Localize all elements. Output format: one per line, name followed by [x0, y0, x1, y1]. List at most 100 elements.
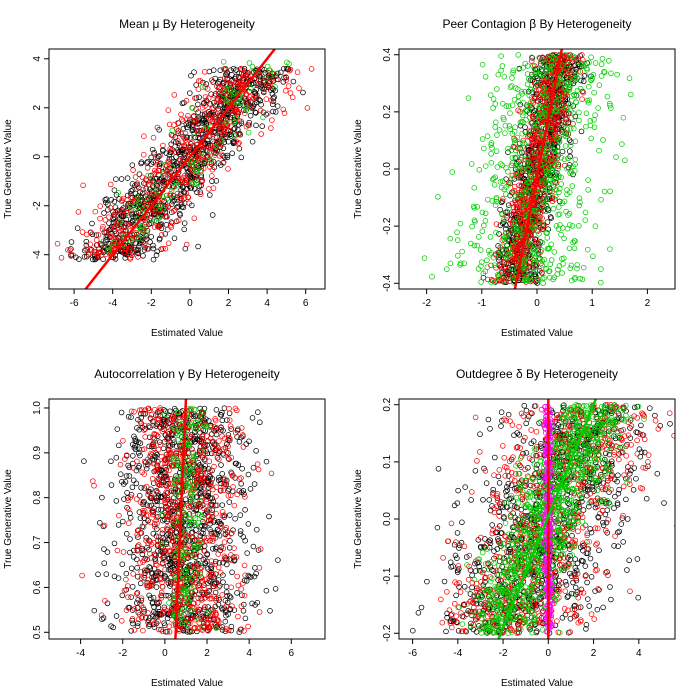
data-point	[551, 116, 557, 123]
data-point	[171, 439, 178, 446]
data-point	[520, 100, 526, 106]
data-point	[150, 245, 157, 252]
panel-title: Peer Contagion β By Heterogeneity	[442, 17, 631, 31]
data-point	[166, 156, 173, 162]
data-point	[601, 69, 608, 76]
data-point	[129, 235, 135, 241]
data-point	[528, 120, 534, 126]
data-point	[142, 426, 148, 432]
data-point	[238, 481, 244, 487]
data-point	[123, 531, 130, 537]
data-point	[517, 108, 523, 115]
data-point	[561, 132, 568, 138]
data-point	[562, 143, 569, 149]
data-point	[116, 235, 123, 241]
data-point	[555, 148, 561, 154]
data-point	[194, 114, 201, 121]
data-point	[152, 558, 159, 564]
data-point	[187, 474, 193, 481]
data-point	[217, 488, 224, 494]
x-tick-label: 4	[264, 298, 270, 309]
data-point	[249, 138, 256, 145]
data-point	[529, 217, 536, 224]
data-point	[607, 102, 613, 109]
data-point	[238, 434, 244, 441]
data-point	[493, 221, 500, 227]
data-point	[506, 246, 512, 252]
data-point	[517, 150, 523, 156]
data-point	[108, 458, 114, 465]
data-point	[562, 117, 569, 123]
data-point	[218, 462, 224, 468]
data-point	[492, 101, 499, 107]
data-point	[572, 167, 578, 174]
data-point	[89, 220, 95, 227]
data-point	[449, 169, 456, 175]
data-point	[236, 130, 243, 137]
data-point	[525, 167, 532, 173]
data-point	[233, 460, 239, 467]
data-point	[223, 86, 230, 92]
data-point	[526, 92, 533, 99]
data-point	[140, 206, 146, 212]
data-point	[122, 246, 129, 253]
data-point	[572, 276, 578, 282]
data-point	[135, 250, 142, 257]
data-point	[101, 560, 107, 566]
data-point	[153, 205, 159, 212]
x-axis-label: Estimated Value	[151, 678, 224, 689]
data-point	[223, 612, 229, 619]
data-point	[264, 110, 271, 117]
data-point	[579, 276, 586, 283]
data-point	[497, 222, 504, 229]
data-point	[510, 69, 516, 76]
data-point	[134, 425, 140, 431]
data-point	[148, 161, 155, 167]
data-point	[272, 586, 279, 592]
data-point	[542, 77, 548, 84]
data-point	[183, 241, 190, 248]
data-point	[165, 592, 171, 599]
data-point	[274, 70, 281, 77]
data-point	[200, 165, 207, 171]
data-point	[142, 181, 149, 187]
data-point	[170, 198, 176, 205]
y-tick-label: -0.4	[382, 274, 393, 292]
data-point	[525, 239, 532, 246]
data-point	[523, 147, 529, 153]
data-point	[534, 212, 541, 219]
data-point	[164, 214, 170, 220]
data-point	[562, 52, 569, 58]
data-point	[553, 186, 560, 193]
data-point	[522, 202, 528, 208]
data-point	[534, 81, 540, 88]
data-point	[568, 54, 574, 60]
data-point	[138, 485, 144, 491]
data-point	[546, 268, 553, 274]
data-point	[482, 163, 489, 169]
data-point	[197, 78, 204, 84]
data-point	[160, 142, 166, 149]
data-point	[112, 238, 119, 244]
data-point	[533, 88, 539, 94]
data-point	[208, 77, 215, 83]
data-point	[134, 590, 141, 596]
data-point	[543, 149, 550, 155]
data-point	[123, 570, 130, 577]
data-point	[155, 224, 162, 230]
data-point	[580, 264, 587, 271]
data-point	[613, 154, 619, 160]
data-point	[131, 433, 137, 440]
data-point	[139, 190, 146, 197]
data-point	[162, 622, 168, 628]
data-point	[187, 135, 194, 141]
data-point	[287, 66, 294, 73]
data-point	[482, 74, 489, 80]
data-point	[565, 212, 571, 218]
data-point	[607, 246, 613, 252]
data-point	[454, 237, 461, 243]
data-point	[242, 110, 248, 116]
data-point	[209, 507, 215, 513]
data-point	[508, 147, 515, 153]
data-point	[536, 213, 543, 219]
